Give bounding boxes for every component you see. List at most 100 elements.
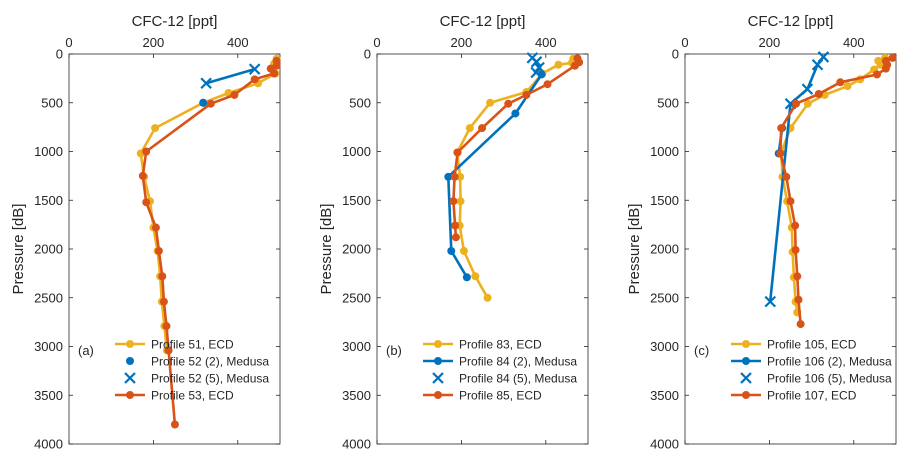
legend-marker (434, 340, 442, 348)
legend-marker (126, 391, 134, 399)
legend-entry-4: Profile 85, ECD (423, 389, 542, 403)
legend-label: Profile 85, ECD (459, 389, 542, 403)
y-tick-label: 4000 (342, 437, 371, 450)
chart-panel-2: 0 200 40005001000150020002500300035004000C… (318, 13, 589, 450)
legend-label: Profile 52 (2), Medusa (151, 355, 269, 369)
x-axis-title: CFC-12 [ppt] (748, 13, 834, 30)
data-point (456, 197, 465, 206)
data-point (793, 272, 802, 281)
data-point (162, 322, 171, 331)
x-tick-label: 200 (759, 35, 781, 50)
series-4 (138, 56, 281, 429)
data-point-x (817, 51, 830, 63)
legend-entry-3: Profile 84 (5), Medusa (432, 372, 577, 386)
data-point (453, 148, 462, 157)
y-tick-label: 2000 (650, 242, 679, 257)
y-tick-label: 0 (672, 47, 679, 62)
legend-entry-2: Profile 106 (2), Medusa (731, 355, 892, 369)
legend-label: Profile 84 (2), Medusa (459, 355, 577, 369)
data-point (444, 172, 453, 181)
y-tick-label: 4000 (34, 437, 63, 450)
chart-panel-3: 0 200 40005001000150020002500300035004000C… (626, 13, 897, 450)
data-point (873, 70, 882, 79)
legend-marker (742, 357, 750, 365)
data-point (478, 124, 487, 133)
panel-label: (b) (386, 343, 402, 358)
y-tick-label: 1500 (34, 193, 63, 208)
series-4 (449, 54, 584, 242)
y-tick-label: 2500 (650, 290, 679, 305)
data-point (486, 98, 495, 107)
y-tick-label: 1000 (34, 144, 63, 159)
series-4 (776, 53, 897, 329)
data-point (459, 246, 468, 255)
legend: Profile 51, ECD Profile 52 (2), Medusa Pro… (115, 338, 269, 403)
y-tick-label: 3000 (650, 339, 679, 354)
series-line (455, 58, 575, 299)
y-tick-label: 3500 (34, 388, 63, 403)
y-tick-label: 3000 (342, 339, 371, 354)
data-point (154, 246, 163, 255)
legend: Profile 105, ECD Profile 106 (2), Medusa P… (731, 338, 892, 403)
legend-label: Profile 107, ECD (767, 389, 857, 403)
data-point (888, 53, 897, 62)
x-tick-label: 0 (681, 35, 688, 50)
data-point (522, 90, 531, 99)
data-point (230, 90, 239, 99)
series-line (139, 58, 278, 351)
data-point (786, 197, 795, 206)
data-point (450, 172, 459, 181)
y-tick-label: 1000 (342, 144, 371, 159)
data-point-x (530, 66, 542, 79)
legend-entry-4: Profile 107, ECD (731, 389, 857, 403)
legend-marker (434, 357, 442, 365)
legend-entry-1: Profile 105, ECD (731, 338, 857, 352)
series-line (452, 57, 581, 238)
legend-entry-4: Profile 53, ECD (115, 389, 234, 403)
series-1 (453, 54, 578, 302)
x-axis-title: CFC-12 [ppt] (440, 13, 526, 30)
legend-label: Profile 106 (5), Medusa (767, 372, 892, 386)
y-tick-label: 0 (364, 47, 371, 62)
y-axis-title: Pressure [dB] (626, 204, 643, 295)
data-point-x (530, 56, 543, 68)
y-tick-label: 2000 (342, 242, 371, 257)
data-point-x (200, 77, 212, 90)
x-tick-label: 400 (227, 35, 249, 50)
panel-label: (c) (694, 343, 709, 358)
legend-marker-x (432, 372, 444, 384)
data-point (272, 61, 281, 70)
legend-entry-3: Profile 106 (5), Medusa (740, 372, 892, 386)
data-point (199, 98, 208, 107)
x-tick-label: 200 (143, 35, 165, 50)
series-line (141, 60, 278, 425)
data-point (142, 198, 151, 207)
y-tick-label: 1000 (650, 144, 679, 159)
series-line (205, 67, 256, 85)
data-point (791, 221, 800, 230)
y-tick-label: 2500 (342, 290, 371, 305)
y-tick-label: 3500 (342, 388, 371, 403)
legend-label: Profile 105, ECD (767, 338, 857, 352)
data-point (151, 223, 160, 232)
data-point (451, 233, 460, 242)
data-point (794, 295, 803, 304)
data-point (158, 272, 167, 281)
data-point (881, 64, 890, 73)
data-point (456, 172, 465, 181)
legend-label: Profile 53, ECD (151, 389, 234, 403)
data-point (471, 272, 480, 281)
y-tick-label: 3500 (650, 388, 679, 403)
legend-entry-1: Profile 83, ECD (423, 338, 542, 352)
data-point-x (801, 83, 814, 95)
data-point (796, 320, 805, 329)
data-point (814, 89, 823, 98)
y-tick-label: 1500 (650, 193, 679, 208)
legend-marker (434, 391, 442, 399)
legend-entry-2: Profile 84 (2), Medusa (423, 355, 577, 369)
legend-entry-2: Profile 52 (2), Medusa (126, 355, 269, 369)
data-point (447, 246, 456, 255)
data-point (570, 61, 579, 70)
legend-label: Profile 84 (5), Medusa (459, 372, 577, 386)
axes-box (68, 53, 281, 445)
